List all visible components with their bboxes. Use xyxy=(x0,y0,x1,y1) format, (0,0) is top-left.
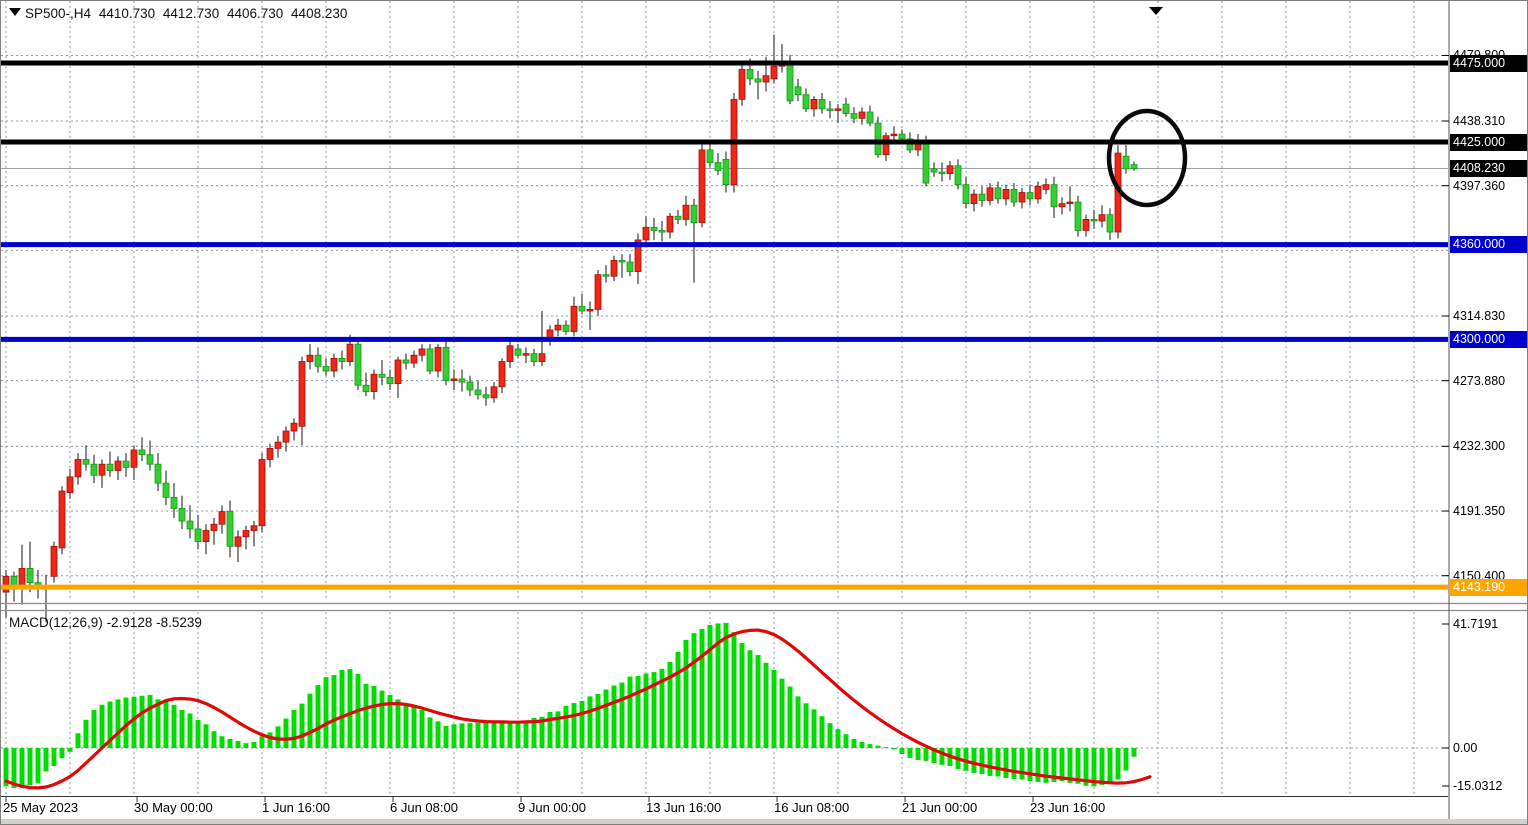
time-axis-label: 1 Jun 16:00 xyxy=(262,800,330,815)
axis-ticks xyxy=(1442,54,1449,787)
close-value: 4408.230 xyxy=(291,6,348,21)
time-axis-label: 9 Jun 00:00 xyxy=(518,800,586,815)
macd-axis-label: 0.00 xyxy=(1453,741,1478,755)
price-line-badge: 4425.000 xyxy=(1450,134,1527,151)
time-axis-label: 30 May 00:00 xyxy=(134,800,213,815)
macd-title: MACD(12,26,9) xyxy=(9,615,103,630)
time-axis-label: 13 Jun 16:00 xyxy=(646,800,722,815)
time-axis-label: 23 Jun 16:00 xyxy=(1030,800,1106,815)
price-line-badge: 4300.000 xyxy=(1450,331,1527,348)
horizontal-lines xyxy=(1,60,1448,590)
price-axis-label: 4438.310 xyxy=(1453,114,1506,128)
price-axis-label: 4314.830 xyxy=(1453,309,1506,323)
price-line-badge: 4408.230 xyxy=(1450,160,1527,177)
symbol-dropdown-icon[interactable] xyxy=(9,8,21,16)
time-axis-label: 16 Jun 08:00 xyxy=(774,800,850,815)
scroll-to-end-icon[interactable] xyxy=(1149,7,1163,15)
price-line-badge: 4143.190 xyxy=(1450,579,1527,596)
symbol-period-label: SP500-,H4 xyxy=(25,6,92,21)
macd-histogram xyxy=(3,622,1137,788)
price-line-badge: 4360.000 xyxy=(1450,236,1527,253)
low-value: 4406.730 xyxy=(226,6,284,21)
time-axis-label: 21 Jun 00:00 xyxy=(902,800,978,815)
chart-header: SP500-,H4 4410.730 4412.730 4406.730 440… xyxy=(25,6,351,21)
annotation-circle[interactable] xyxy=(1106,108,1188,208)
macd-signal-value: -8.5239 xyxy=(156,615,202,630)
price-axis-label: 4273.880 xyxy=(1453,374,1506,388)
time-axis-label: 25 May 2023 xyxy=(3,800,79,815)
time-axis-label: 6 Jun 08:00 xyxy=(390,800,458,815)
open-value: 4410.730 xyxy=(98,6,156,21)
macd-value: -2.9128 xyxy=(106,615,153,630)
price-line-badge: 4475.000 xyxy=(1450,55,1527,72)
price-axis-label: 4232.300 xyxy=(1453,439,1506,453)
grid-lines xyxy=(1,1,1448,796)
macd-header: MACD(12,26,9) -2.9128 -8.5239 xyxy=(9,615,202,630)
high-value: 4412.730 xyxy=(162,6,220,21)
macd-axis-label: -15.0312 xyxy=(1453,779,1503,793)
macd-signal-line xyxy=(4,628,1152,790)
price-axis-label: 4191.350 xyxy=(1453,504,1506,518)
macd-axis-label: 41.7191 xyxy=(1453,617,1499,631)
price-axis-label: 4397.360 xyxy=(1453,179,1506,193)
candles-layer xyxy=(2,34,1138,623)
